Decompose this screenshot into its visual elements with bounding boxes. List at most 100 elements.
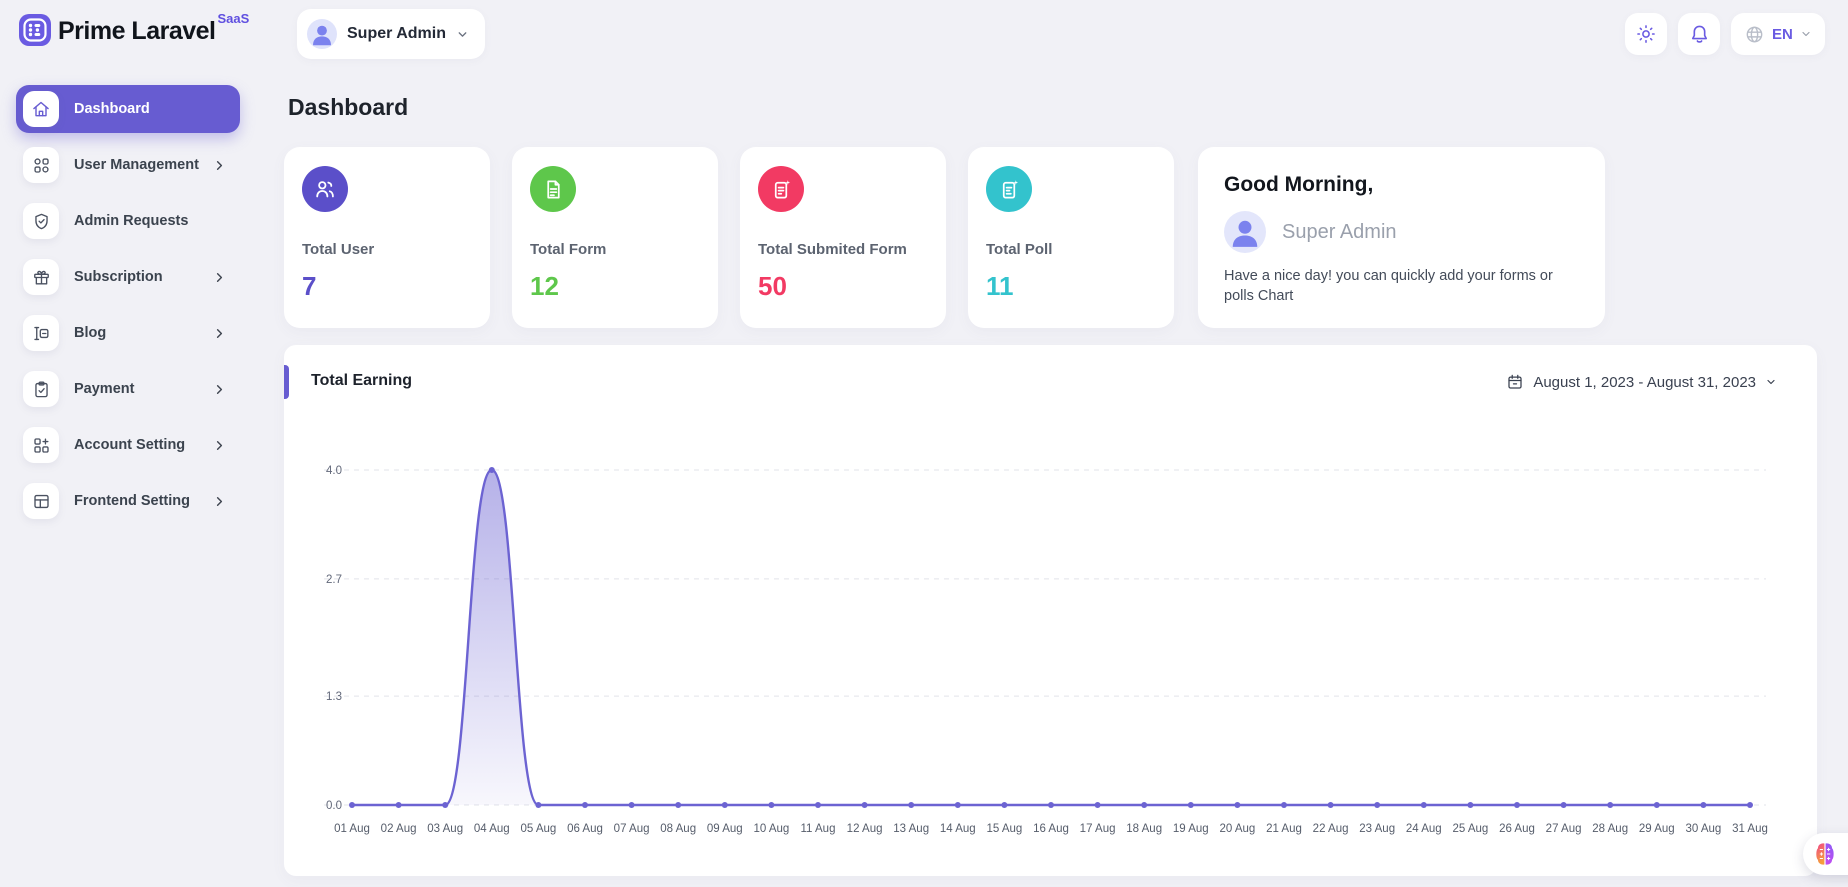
sidebar-item-label: Frontend Setting — [74, 493, 190, 509]
language-selector[interactable]: EN — [1731, 13, 1825, 55]
svg-text:10 Aug: 10 Aug — [753, 823, 789, 835]
chevron-right-icon — [212, 494, 228, 509]
chevron-right-icon — [212, 270, 228, 285]
stat-card-total-poll: Total Poll 11 — [968, 147, 1174, 328]
svg-text:24 Aug: 24 Aug — [1406, 823, 1442, 835]
svg-text:21 Aug: 21 Aug — [1266, 823, 1302, 835]
svg-text:04 Aug: 04 Aug — [474, 823, 510, 835]
stat-card-total-user: Total User 7 — [284, 147, 490, 328]
sidebar-item-account-setting[interactable]: Account Setting — [16, 421, 240, 469]
svg-text:03 Aug: 03 Aug — [427, 823, 463, 835]
svg-text:4.0: 4.0 — [326, 465, 342, 477]
svg-text:20 Aug: 20 Aug — [1219, 823, 1255, 835]
gift-icon — [23, 259, 59, 295]
stat-card-total-submited-form: Total Submited Form 50 — [740, 147, 946, 328]
calendar-icon — [1508, 374, 1522, 389]
svg-text:16 Aug: 16 Aug — [1033, 823, 1069, 835]
svg-text:08 Aug: 08 Aug — [660, 823, 696, 835]
stat-label: Total Form — [530, 241, 607, 258]
svg-text:1.3: 1.3 — [326, 691, 342, 703]
notifications-button[interactable] — [1678, 13, 1720, 55]
svg-text:0.0: 0.0 — [326, 800, 342, 812]
sidebar-item-label: Subscription — [74, 269, 163, 285]
sidebar: Dashboard User Management Admin Requests — [16, 85, 240, 533]
sidebar-item-label: Dashboard — [74, 101, 150, 117]
globe-icon — [1746, 26, 1763, 42]
svg-text:06 Aug: 06 Aug — [567, 823, 603, 835]
greeting-card: Good Morning, Super Admin Have a nice da… — [1198, 147, 1605, 328]
earning-area-chart: 4.0 2.7 1.3 0.0 01 Aug 02 Aug 03 Aug 04 Aug 05 A… — [324, 465, 1768, 835]
theme-toggle-button[interactable] — [1625, 13, 1667, 55]
svg-text:11 Aug: 11 Aug — [801, 823, 836, 835]
svg-text:27 Aug: 27 Aug — [1546, 823, 1582, 835]
svg-text:19 Aug: 19 Aug — [1173, 823, 1209, 835]
topbar-actions: EN — [1625, 13, 1825, 55]
grid-plus-icon — [23, 427, 59, 463]
chevron-right-icon — [212, 326, 228, 341]
main-content: Dashboard Total User 7 Total Fo — [284, 80, 1817, 876]
date-range-text: August 1, 2023 - August 31, 2023 — [1533, 373, 1756, 391]
sidebar-item-payment[interactable]: Payment — [16, 365, 240, 413]
stat-label: Total Submited Form — [758, 241, 907, 258]
layout-table-icon — [23, 483, 59, 519]
sidebar-item-dashboard[interactable]: Dashboard — [16, 85, 240, 133]
sidebar-item-admin-requests[interactable]: Admin Requests — [16, 197, 240, 245]
sidebar-item-subscription[interactable]: Subscription — [16, 253, 240, 301]
stat-label: Total User — [302, 241, 375, 258]
sidebar-item-user-management[interactable]: User Management — [16, 141, 240, 189]
svg-text:09 Aug: 09 Aug — [707, 823, 743, 835]
sidebar-item-label: Blog — [74, 325, 107, 341]
clipboard-check-icon — [23, 371, 59, 407]
language-code: EN — [1772, 25, 1793, 43]
stats-row: Total User 7 Total Form 12 Total Su — [284, 147, 1817, 328]
brand-name: Prime Laravel — [58, 17, 216, 45]
chevron-down-icon — [458, 31, 467, 37]
greeting-message: Have a nice day! you can quickly add you… — [1224, 268, 1553, 304]
accent-bar — [284, 365, 289, 399]
user-avatar — [307, 19, 337, 49]
greeting-user-name: Super Admin — [1282, 220, 1397, 243]
sidebar-item-label: Admin Requests — [74, 213, 189, 229]
poll-icon — [986, 166, 1032, 212]
stat-value: 7 — [302, 271, 317, 301]
home-icon — [23, 91, 59, 127]
sidebar-item-blog[interactable]: Blog — [16, 309, 240, 357]
chevron-right-icon — [212, 438, 228, 453]
svg-text:18 Aug: 18 Aug — [1126, 823, 1162, 835]
assistant-widget[interactable] — [1803, 833, 1848, 875]
greeting-title: Good Morning, — [1224, 173, 1374, 196]
svg-text:25 Aug: 25 Aug — [1452, 823, 1488, 835]
user-menu-button[interactable]: Super Admin — [297, 9, 485, 59]
submitted-form-icon — [758, 166, 804, 212]
svg-text:17 Aug: 17 Aug — [1080, 823, 1116, 835]
form-document-icon — [530, 166, 576, 212]
person-icon — [313, 25, 331, 46]
date-range-picker[interactable]: August 1, 2023 - August 31, 2023 — [1506, 364, 1777, 400]
person-icon — [1232, 220, 1258, 247]
svg-text:26 Aug: 26 Aug — [1499, 823, 1535, 835]
chevron-down-icon — [1802, 31, 1810, 37]
user-name: Super Admin — [347, 25, 446, 42]
svg-text:14 Aug: 14 Aug — [940, 823, 976, 835]
stat-label: Total Poll — [986, 241, 1053, 258]
stat-value: 50 — [758, 271, 787, 301]
chart-title: Total Earning — [311, 372, 413, 389]
shield-check-icon — [23, 203, 59, 239]
svg-text:29 Aug: 29 Aug — [1639, 823, 1675, 835]
sidebar-item-frontend-setting[interactable]: Frontend Setting — [16, 477, 240, 525]
users-icon — [302, 166, 348, 212]
chevron-right-icon — [212, 158, 228, 173]
greeting-avatar — [1224, 211, 1266, 253]
svg-text:02 Aug: 02 Aug — [381, 823, 417, 835]
svg-text:31 Aug: 31 Aug — [1732, 823, 1768, 835]
svg-text:01 Aug: 01 Aug — [334, 823, 370, 835]
bell-icon — [1691, 25, 1707, 43]
app-logo[interactable]: Prime Laravel SaaS — [18, 11, 249, 49]
total-earning-card: Total Earning August 1, 2023 - August 31… — [284, 345, 1817, 876]
chevron-down-icon — [1767, 379, 1775, 385]
sidebar-item-label: Account Setting — [74, 437, 186, 453]
svg-text:12 Aug: 12 Aug — [847, 823, 883, 835]
svg-text:23 Aug: 23 Aug — [1359, 823, 1395, 835]
grid-shapes-icon — [23, 147, 59, 183]
stat-value: 11 — [986, 271, 1014, 301]
